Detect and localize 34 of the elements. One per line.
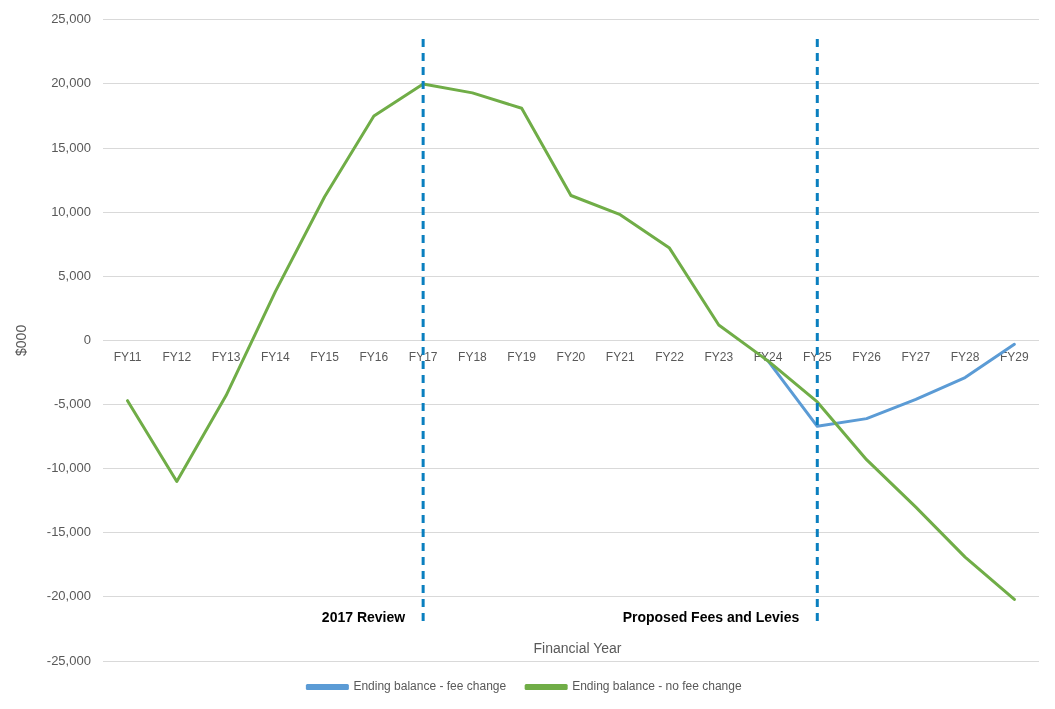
x-tick-label: FY28 bbox=[950, 349, 980, 364]
y-tick-label: -25,000 bbox=[46, 652, 91, 668]
y-axis-title: $000 bbox=[13, 324, 30, 356]
y-tick-label: 0 bbox=[83, 331, 91, 347]
y-tick-label: 15,000 bbox=[51, 139, 91, 155]
y-tick-label: 10,000 bbox=[51, 203, 91, 219]
legend-label: Ending balance - fee change bbox=[353, 679, 507, 694]
x-axis-title: Financial Year bbox=[533, 640, 622, 656]
x-tick-label: FY13 bbox=[211, 349, 241, 364]
y-tick-label: -15,000 bbox=[46, 524, 91, 540]
y-tick-label: 5,000 bbox=[58, 267, 91, 283]
x-tick-label: FY22 bbox=[655, 349, 685, 364]
x-tick-label: FY23 bbox=[704, 349, 734, 364]
x-tick-label: FY21 bbox=[605, 349, 635, 364]
y-tick-label: 20,000 bbox=[51, 75, 91, 91]
y-tick-label: -5,000 bbox=[54, 396, 91, 412]
ref-line-label: 2017 Review bbox=[321, 609, 406, 626]
ref-line-label: Proposed Fees and Levies bbox=[622, 609, 800, 626]
x-tick-label: FY17 bbox=[408, 349, 438, 364]
x-tick-label: FY14 bbox=[260, 349, 290, 364]
legend-label: Ending balance - no fee change bbox=[572, 679, 742, 694]
x-tick-label: FY12 bbox=[162, 349, 192, 364]
x-tick-label: FY11 bbox=[113, 349, 142, 364]
y-tick-label: -20,000 bbox=[46, 588, 91, 604]
y-tick-label: 25,000 bbox=[51, 11, 91, 27]
x-tick-label: FY19 bbox=[507, 349, 537, 364]
x-tick-label: FY16 bbox=[359, 349, 389, 364]
x-tick-label: FY15 bbox=[310, 349, 340, 364]
y-tick-label: -10,000 bbox=[46, 460, 91, 476]
x-tick-label: FY26 bbox=[852, 349, 882, 364]
x-tick-label: FY18 bbox=[458, 349, 488, 364]
x-tick-label: FY25 bbox=[802, 349, 832, 364]
x-tick-label: FY20 bbox=[556, 349, 586, 364]
x-tick-label: FY27 bbox=[901, 349, 931, 364]
